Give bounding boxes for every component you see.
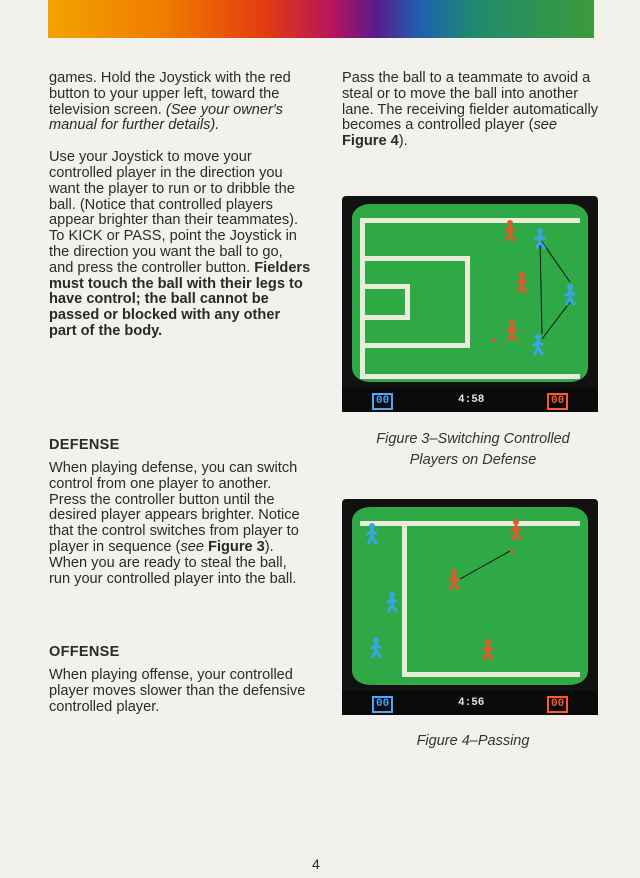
figure-4-caption: Figure 4–Passing (416, 733, 530, 749)
blue-player-icon (370, 637, 383, 659)
game-clock: 4:58 (458, 394, 485, 406)
defense-paragraph: When playing defense, you can switch con… (49, 460, 300, 587)
paragraph-joystick: games. Hold the Joystick with the red bu… (49, 70, 291, 134)
red-player-icon (504, 220, 517, 242)
away-score: 00 (547, 696, 569, 713)
right-column-paragraph: Pass the ball to a teammate to avoid a s… (342, 70, 599, 150)
scoreboard: 00 4:56 00 (342, 691, 598, 715)
defense-heading: DEFENSE (49, 437, 120, 453)
red-player-icon (448, 569, 461, 591)
ball-icon (492, 338, 496, 342)
blue-player-icon (532, 334, 545, 356)
scoreboard: 00 4:58 00 (342, 388, 598, 412)
figure-4-screen: 00 4:56 00 (342, 499, 598, 715)
figure-3-caption: Figure 3–Switching Controlled Players on… (376, 431, 570, 468)
blue-player-icon (564, 284, 577, 306)
red-player-icon (506, 320, 519, 342)
top-color-bar (48, 0, 594, 38)
pass-lines (539, 238, 571, 340)
soccer-field (352, 204, 588, 382)
home-score: 00 (372, 393, 394, 410)
soccer-field (352, 507, 588, 685)
offense-paragraph: When playing offense, your controlled pl… (49, 667, 306, 715)
page-number: 4 (312, 856, 320, 872)
offense-heading: OFFENSE (49, 644, 120, 660)
red-player-icon (482, 639, 495, 661)
blue-player-icon (366, 523, 379, 545)
game-clock: 4:56 (458, 697, 485, 709)
paragraph-controls: Use your Joystick to move your controlle… (49, 149, 311, 339)
red-player-icon (516, 272, 529, 294)
blue-player-icon (534, 228, 547, 250)
figure-3-screen: 00 4:58 00 (342, 196, 598, 412)
away-score: 00 (547, 393, 569, 410)
home-score: 00 (372, 696, 394, 713)
red-player-icon (510, 519, 523, 541)
ball-icon (510, 549, 514, 553)
blue-player-icon (386, 591, 399, 613)
pass-line (459, 550, 511, 580)
left-column: games. Hold the Joystick with the red bu… (49, 70, 311, 340)
